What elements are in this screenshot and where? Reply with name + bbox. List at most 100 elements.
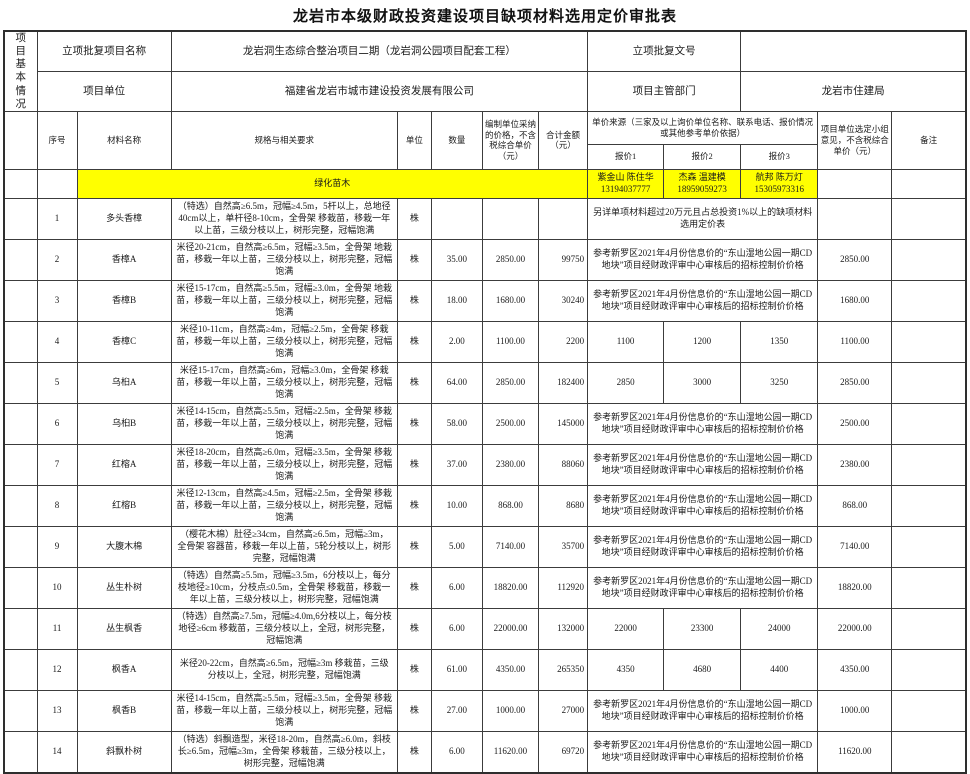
header-qty: 数量 [430,110,483,170]
cell-strip [3,607,38,650]
material-row: 11 丛生枫香 （特选）自然高≥7.5m，冠幅≥4.0m,6分枝以上，每分枝地径≥6… [3,607,967,650]
cell-total-amount: 88060 [537,443,589,486]
cell-qty: 58.00 [430,402,483,445]
cell-seq: 11 [36,607,78,650]
material-row: 5 乌桕A 米径15-17cm，自然高≥6m，冠幅≥3.0m，全骨架 移栽苗，移栽一… [3,361,967,404]
cell-selected-price: 2500.00 [817,402,893,445]
cell-adopted-price: 22000.00 [481,607,539,650]
cell-spec: 米径12-13cm，自然高≥4.5m，冠幅≥2.5m，全骨架 移栽苗，移栽一年以… [170,484,398,527]
cell-selected-price: 11620.00 [817,730,893,774]
label-approved-project-name: 立项批复项目名称 [36,30,172,72]
cell-selected-price: 2380.00 [817,443,893,486]
cell-seq: 4 [36,320,78,363]
cell-seq: 3 [36,279,78,322]
cell-material-name: 枫香B [76,689,172,732]
cell-price-source: 参考新罗区2021年4月份信息价的“东山湿地公园一期CD地块”项目经财政评审中心… [587,402,819,445]
cell-selected-price: 2850.00 [817,238,893,281]
cell-seq: 13 [36,689,78,732]
cell-price-source: 参考新罗区2021年4月份信息价的“东山湿地公园一期CD地块”项目经财政评审中心… [587,279,819,322]
cell-note [891,730,967,774]
cell-selected-price: 4350.00 [817,648,893,691]
cell-note [891,238,967,281]
cell-strip [3,648,38,691]
cell-strip [3,168,38,199]
cell-qty: 64.00 [430,361,483,404]
cell-price-source: 参考新罗区2021年4月份信息价的“东山湿地公园一期CD地块”项目经财政评审中心… [587,566,819,609]
material-row: 13 枫香B 米径14-15cm，自然高≥5.5m，冠幅≥3.5m，全骨架 移栽苗，… [3,689,967,732]
cell-seq: 2 [36,238,78,281]
cell-selected-price: 1680.00 [817,279,893,322]
cell-unit: 株 [396,320,432,363]
cell-note [891,607,967,650]
cell-adopted-price: 4350.00 [481,648,539,691]
cell-note [891,168,967,199]
material-row: 14 斜飘朴树 （特选）斜飘造型，米径18-20m，自然高≥6.0m，斜枝长≥6.5… [3,730,967,774]
cell-selected-price: 22000.00 [817,607,893,650]
cell-material-name: 斜飘朴树 [76,730,172,774]
cell-price-source: 参考新罗区2021年4月份信息价的“东山湿地公园一期CD地块”项目经财政评审中心… [587,525,819,568]
cell-spec: 米径14-15cm，自然高≥5.5m，冠幅≥3.5m，全骨架 移栽苗，移栽一年以… [170,689,398,732]
vendor3-name: 航邦 陈万灯 [755,172,803,183]
material-row: 4 香樟C 米径10-11cm，自然高≥4m，冠幅≥2.5m，全骨架 移栽苗，移栽一… [3,320,967,363]
cell-quote1: 22000 [587,607,665,650]
cell-note [891,484,967,527]
cell-note [891,443,967,486]
cell-unit: 株 [396,525,432,568]
cell-strip [3,238,38,281]
cell-selected-price: 7140.00 [817,525,893,568]
cell-material-name: 香樟B [76,279,172,322]
cell-total-amount: 30240 [537,279,589,322]
cell-total-amount: 112920 [537,566,589,609]
cell-price-source: 参考新罗区2021年4月份信息价的“东山湿地公园一期CD地块”项目经财政评审中心… [587,689,819,732]
cell-strip [3,320,38,363]
cell-note [891,648,967,691]
cell-unit: 株 [396,238,432,281]
cell-quote2: 4680 [663,648,742,691]
cell-strip [3,689,38,732]
cell-note [891,566,967,609]
cell-qty: 37.00 [430,443,483,486]
project-info-row-1: 项目基本情况 立项批复项目名称 龙岩洞生态综合整治项目二期（龙岩洞公园项目配套工… [3,30,967,112]
cell-material-name: 香樟A [76,238,172,281]
cell-selected-price: 1100.00 [817,320,893,363]
value-competent-department: 龙岩市住建局 [740,70,967,112]
cell-strip [3,197,38,240]
cell-spec: （特选）自然高≥5.5m，冠幅≥3.5m，6分枝以上，每分枝地径≥10cm，分枝… [170,566,398,609]
cell-adopted-price: 2850.00 [481,361,539,404]
cell-unit: 株 [396,279,432,322]
project-info-row-2: 项目单位 福建省龙岩市城市建设投资发展有限公司 项目主管部门 龙岩市住建局 [4,70,967,112]
cell-total-amount: 2200 [537,320,589,363]
cell-adopted-price: 2380.00 [481,443,539,486]
cell-adopted-price: 1680.00 [481,279,539,322]
cell-material-name: 乌桕B [76,402,172,445]
cell-quote2: 3000 [663,361,742,404]
cell-spec: （特选）自然高≥7.5m，冠幅≥4.0m,6分枝以上，每分枝地径≥6cm 移栽苗… [170,607,398,650]
cell-strip [3,279,38,322]
cell-adopted-price: 2850.00 [481,238,539,281]
cell-strip [3,361,38,404]
cell-total-amount: 132000 [537,607,589,650]
cell-price-source: 参考新罗区2021年4月份信息价的“东山湿地公园一期CD地块”项目经财政评审中心… [587,238,819,281]
cell-price-source: 参考新罗区2021年4月份信息价的“东山湿地公园一期CD地块”项目经财政评审中心… [587,443,819,486]
cell-spec: （樱花木棉）肚径≥34cm，自然高≥6.5m，冠幅≥3m，全骨架 容器苗，移栽一… [170,525,398,568]
vendor2-phone: 18959059273 [677,183,727,194]
cell-seq: 7 [36,443,78,486]
cell-qty: 61.00 [430,648,483,691]
cell-material-name: 红榕A [76,443,172,486]
cell-spec: 米径14-15cm，自然高≥5.5m，冠幅≥2.5m，全骨架 移栽苗，移栽一年以… [170,402,398,445]
cell-quote1: 1100 [587,320,665,363]
cell-unit: 株 [396,197,432,240]
header-material-name: 材料名称 [76,110,172,170]
cell-seq: 6 [36,402,78,445]
cell-seq: 14 [36,730,78,774]
cell-total-amount [537,197,589,240]
cell-adopted-price: 2500.00 [481,402,539,445]
cell-spec: 米径15-17cm，自然高≥6m，冠幅≥3.0m，全骨架 移栽苗，移栽一年以上苗… [170,361,398,404]
cell-unit: 株 [396,730,432,774]
header-seq: 序号 [36,110,78,170]
cell-spec: 米径18-20cm，自然高≥6.0m，冠幅≥3.5m，全骨架 移栽苗，移栽一年以… [170,443,398,486]
cell-price-source: 另详单项材料超过20万元且占总投资1%以上的缺项材料选用定价表 [587,197,819,240]
cell-seq: 9 [36,525,78,568]
cell-qty: 2.00 [430,320,483,363]
cell-seq: 8 [36,484,78,527]
